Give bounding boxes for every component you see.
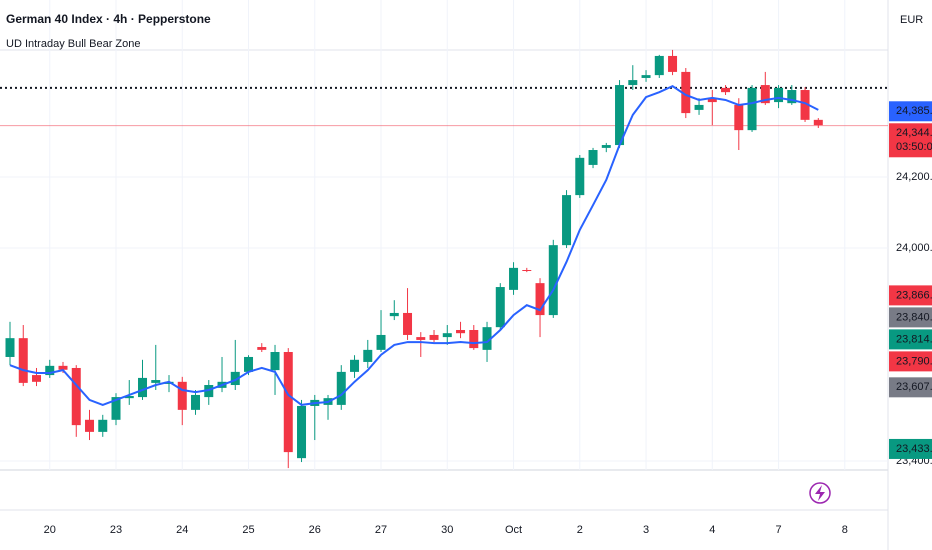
indicator-line	[9, 84, 819, 406]
price-label-box	[889, 329, 932, 350]
price-label: 23,840.0	[896, 311, 932, 323]
price-label: 23,607.5	[896, 381, 932, 393]
x-tick-label: 23	[110, 524, 122, 536]
candle-body	[230, 371, 240, 386]
alert-icon[interactable]	[809, 482, 831, 504]
candle-body	[509, 267, 519, 290]
candle-body	[694, 104, 704, 110]
candle-body	[562, 195, 572, 246]
candle-body	[535, 283, 545, 316]
candle-body	[389, 312, 399, 317]
candle-body	[5, 338, 15, 357]
candle-body	[456, 329, 466, 334]
countdown: 03:50:00	[896, 141, 932, 153]
price-label: 23,790.8	[896, 355, 932, 367]
candle-body	[85, 419, 95, 432]
candle-body	[297, 405, 307, 459]
x-tick-label: Oct	[505, 524, 522, 536]
candle-body	[469, 329, 479, 349]
candle-body	[204, 385, 214, 398]
x-tick-label: 2	[577, 524, 583, 536]
x-tick-label: 7	[775, 524, 781, 536]
candle-body	[588, 150, 598, 165]
candle-body	[800, 90, 810, 120]
candle-body	[257, 347, 267, 350]
indicator-name: UD Intraday Bull Bear Zone	[6, 38, 141, 50]
candle-body	[787, 90, 797, 104]
candle-body	[442, 333, 452, 338]
price-label-box	[889, 351, 932, 372]
price-label: 24,344.6	[896, 127, 932, 139]
x-tick-label: 30	[441, 524, 453, 536]
candle-body	[654, 55, 664, 76]
candle-body	[734, 104, 744, 131]
price-label: 24,385.1	[896, 105, 932, 117]
price-label-box	[889, 438, 932, 459]
candle-body	[482, 327, 492, 350]
candle-body	[681, 71, 691, 114]
candle-body	[32, 375, 42, 382]
candle-body	[244, 356, 254, 372]
chart-title: German 40 Index · 4h · Pepperstone	[6, 12, 211, 26]
price-label-box	[889, 377, 932, 398]
price-label-box	[889, 123, 932, 158]
x-tick-label: 20	[44, 524, 56, 536]
candle-body	[191, 394, 201, 410]
plot	[0, 0, 888, 470]
candle-body	[363, 349, 373, 362]
candle-body	[495, 287, 505, 328]
price-label: 23,433.9	[896, 443, 932, 455]
candle-body	[721, 87, 731, 93]
candle-body	[18, 338, 28, 383]
candle-body	[336, 371, 346, 405]
x-tick-label: 4	[709, 524, 715, 536]
candle-body	[376, 334, 386, 350]
currency: EUR	[900, 14, 923, 26]
y-tick-label: 24,200.0	[896, 171, 932, 183]
candle-body	[813, 119, 823, 126]
candle-body	[641, 75, 651, 78]
candle-body	[98, 419, 108, 432]
candle-body	[124, 396, 134, 399]
candle-body	[548, 245, 558, 316]
price-label: 23,814.8	[896, 333, 932, 345]
price-label-box	[889, 307, 932, 328]
candle-body	[760, 85, 770, 104]
candle-body	[601, 145, 611, 148]
x-tick-label: 26	[309, 524, 321, 536]
candle-body	[575, 157, 585, 196]
candle-body	[403, 312, 413, 335]
candle-body	[71, 367, 81, 426]
candle-body	[177, 381, 187, 410]
candle-body	[111, 397, 121, 420]
candle-body	[774, 87, 784, 103]
candle-body	[615, 85, 625, 146]
candle-body	[668, 55, 678, 72]
x-tick-label: 25	[242, 524, 254, 536]
price-label-box	[889, 285, 932, 306]
candle-body	[138, 377, 148, 398]
x-tick-label: 8	[842, 524, 848, 536]
candle-body	[628, 80, 638, 86]
x-tick-label: 27	[375, 524, 387, 536]
price-label: 23,866.5	[896, 289, 932, 301]
candle-body	[58, 365, 68, 370]
candle-body	[151, 380, 161, 383]
candle-body	[45, 365, 55, 376]
candle-body	[429, 334, 439, 340]
candle-body	[747, 87, 757, 131]
candle-body	[707, 98, 717, 103]
price-label-box	[889, 101, 932, 122]
candle-body	[416, 337, 426, 340]
x-tick-label: 24	[176, 524, 188, 536]
candle-body	[270, 352, 280, 371]
x-tick-label: 3	[643, 524, 649, 536]
candle-body	[522, 270, 532, 272]
y-tick-label: 24,000.0	[896, 242, 932, 254]
candle-body	[283, 352, 293, 453]
candle-body	[350, 359, 360, 372]
